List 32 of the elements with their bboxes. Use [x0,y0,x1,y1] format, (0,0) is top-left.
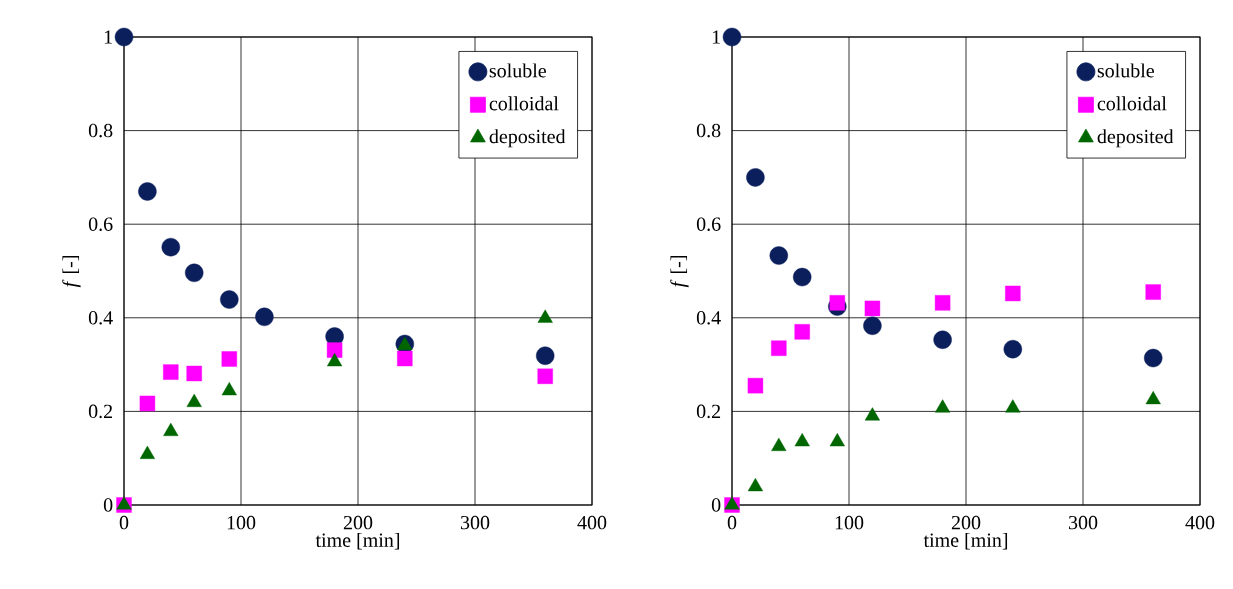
x-tick-label: 100 [835,515,864,530]
y-tick-label: 0.6 [696,217,721,231]
y-tick-label: 0.4 [88,311,113,325]
y-tick-label: 0.6 [88,217,113,231]
x-tick-label: 200 [343,515,373,530]
y-tick-label: 0.8 [88,123,113,138]
y-tick-label: 0.4 [696,311,721,325]
y-tick-label: 0 [103,498,113,512]
x-axis-title: time [min] [923,532,1008,550]
legend-label: deposited [489,129,566,148]
y-axis-title: f [-] [670,256,689,288]
x-axis-title: time [min] [315,532,400,550]
y-tick-label: 0.8 [696,123,721,138]
x-tick-label: 200 [951,515,981,530]
x-tick-label: 300 [460,515,490,530]
y-tick-label: 0.2 [696,404,721,419]
y-tick-label: 0.2 [88,404,113,419]
x-tick-label: 100 [227,515,256,530]
legend-label: colloidal [1097,96,1167,111]
legend-label: deposited [1097,129,1174,148]
x-tick-label: 0 [119,515,129,530]
x-tick-label: 300 [1068,515,1098,530]
legend-label: soluble [489,63,546,78]
y-tick-label: 1 [104,30,112,44]
legend-label: soluble [1097,63,1155,78]
x-tick-label: 400 [1185,515,1215,530]
legend-label: colloidal [489,96,559,111]
x-tick-label: 400 [577,515,607,530]
y-axis-title: f [-] [62,256,81,288]
y-tick-label: 1 [712,30,720,44]
x-tick-label: 0 [727,515,737,530]
y-tick-label: 0 [711,498,721,512]
